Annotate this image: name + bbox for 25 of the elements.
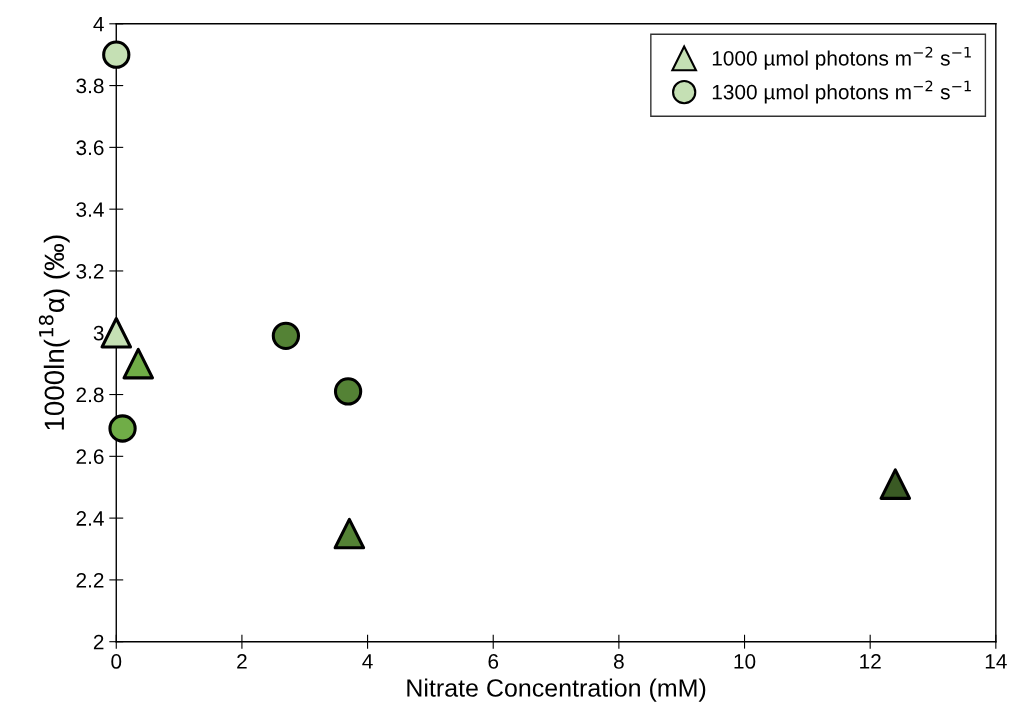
y-tick-label: 3.6 — [76, 140, 104, 156]
x-tick-label: 14 — [985, 654, 1007, 669]
legend-label: 1300 µmol photons m$^{−2}$ s$^{−1}$ — [712, 80, 971, 104]
point — [122, 347, 155, 380]
x-tick-label: 6 — [488, 654, 499, 669]
x-tick-label: 12 — [860, 654, 881, 669]
y-tick-label: 3 — [93, 325, 104, 341]
y-tick-label: 2.2 — [76, 572, 104, 588]
y-tick-label: 2 — [93, 634, 104, 650]
x-tick-label: 0 — [111, 654, 122, 669]
y-axis-title: 1000ln($^{18}$α) (‰) — [38, 235, 70, 430]
point — [879, 468, 912, 500]
legend-label: 1000 µmol photons m$^{−2}$ s$^{−1}$ — [712, 46, 971, 70]
y-tick-label: 2.6 — [76, 449, 104, 465]
y-tick-label: 3.8 — [76, 78, 104, 94]
x-tick-label: 10 — [734, 654, 756, 669]
y-tick-label: 3.4 — [76, 202, 104, 217]
y-tick-label: 2.8 — [76, 387, 104, 403]
y-tick-label: 2.4 — [76, 511, 104, 526]
x-tick-label: 2 — [237, 654, 247, 669]
x-axis-title: Nitrate Concentration (mM) — [407, 678, 706, 702]
y-tick-label: 3.2 — [76, 263, 104, 279]
y-tick-label: 4 — [93, 17, 104, 32]
x-tick-label: 8 — [613, 654, 624, 669]
x-tick-label: 4 — [362, 654, 373, 669]
